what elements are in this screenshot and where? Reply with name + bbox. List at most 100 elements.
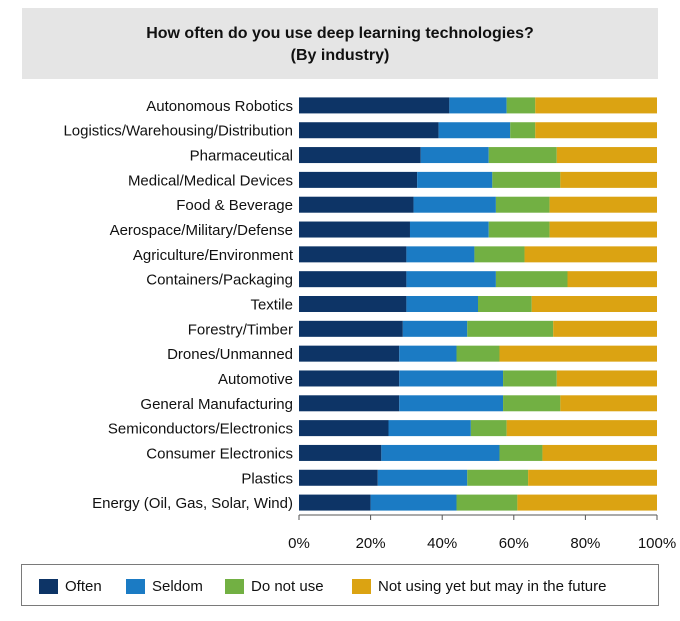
- x-tick-label: 40%: [427, 535, 457, 552]
- legend-swatch-seldom: [126, 578, 145, 594]
- bar-segment: [406, 246, 475, 263]
- bar-segment: [299, 221, 410, 238]
- legend-item-often: Often: [39, 577, 102, 595]
- bar-segment: [299, 494, 371, 511]
- bar-segment: [488, 221, 550, 238]
- bar-segment: [499, 345, 657, 362]
- bar-segment: [517, 494, 657, 511]
- legend-swatch-do-not-use: [225, 578, 244, 594]
- bar-segment: [438, 122, 511, 139]
- bar-segment: [478, 296, 532, 312]
- bar-segment: [467, 320, 554, 337]
- bar-segment: [474, 246, 525, 263]
- chart-title-box: How often do you use deep learning techn…: [22, 8, 658, 79]
- category-label: Textile: [250, 297, 293, 314]
- chart-subtitle: (By industry): [290, 47, 390, 64]
- bar-segment: [409, 221, 489, 238]
- legend-swatch-often: [39, 578, 58, 594]
- bar-segment: [299, 395, 400, 412]
- category-label: Medical/Medical Devices: [128, 172, 293, 189]
- bar-segment: [299, 196, 414, 213]
- bar-segment: [399, 345, 457, 362]
- bar-segment: [402, 320, 468, 337]
- bar-segment: [456, 345, 500, 362]
- category-label: Plastics: [241, 470, 293, 487]
- legend-label-future: Not using yet but may in the future: [378, 577, 607, 595]
- x-tick-label: 0%: [288, 535, 310, 552]
- bar-segment: [388, 420, 471, 437]
- legend-label-often: Often: [65, 577, 102, 595]
- bar-segment: [535, 122, 657, 139]
- category-label: Containers/Packaging: [146, 272, 293, 289]
- bar-segment: [299, 97, 450, 114]
- bar-segment: [417, 171, 493, 188]
- bar-segment: [495, 271, 568, 288]
- bar-segment: [503, 395, 561, 412]
- category-label: Drones/Unmanned: [167, 346, 293, 363]
- bar-segment: [399, 395, 504, 412]
- bar-segment: [535, 97, 657, 114]
- bar-segment: [370, 494, 457, 511]
- bar-segment: [510, 122, 536, 139]
- bar-segment: [413, 196, 496, 213]
- bar-segment: [299, 345, 400, 362]
- bar-segment: [503, 370, 557, 387]
- legend-swatch-future: [352, 578, 371, 594]
- bar-segment: [299, 122, 439, 139]
- bar-segment: [467, 469, 529, 486]
- bar-segment: [299, 271, 407, 288]
- category-label: Aerospace/Military/Defense: [110, 222, 293, 239]
- category-label: Autonomous Robotics: [146, 98, 293, 115]
- legend-item-seldom: Seldom: [126, 577, 203, 595]
- bar-segment: [488, 147, 557, 164]
- bar-segment: [567, 271, 657, 288]
- bar-segment: [506, 420, 657, 437]
- bar-segment: [506, 97, 536, 114]
- category-label: Energy (Oil, Gas, Solar, Wind): [92, 495, 293, 512]
- bar-segment: [531, 296, 657, 312]
- bar-segment: [377, 469, 468, 486]
- legend-label-do-not-use: Do not use: [251, 577, 324, 595]
- bar-segment: [299, 296, 407, 312]
- bar-segment: [449, 97, 507, 114]
- bar-segment: [299, 147, 421, 164]
- stacked-bar-chart: Autonomous Robotics Logistics/Warehousing…: [63, 97, 676, 552]
- category-label: General Manufacturing: [140, 396, 293, 413]
- legend-item-do-not-use: Do not use: [225, 577, 324, 595]
- bar-segment: [560, 171, 657, 188]
- bar-segment: [556, 370, 657, 387]
- bar-segment: [549, 221, 657, 238]
- bar-segment: [499, 444, 543, 461]
- bar-segment: [524, 246, 657, 263]
- bar-segment: [299, 469, 378, 486]
- bar-segment: [406, 271, 496, 288]
- category-label: Automotive: [218, 371, 293, 388]
- bar-segment: [299, 171, 418, 188]
- chart-title: How often do you use deep learning techn…: [146, 25, 534, 42]
- bar-segment: [299, 246, 407, 263]
- bar-segment: [560, 395, 657, 412]
- bar-segment: [492, 171, 561, 188]
- x-tick-label: 100%: [638, 535, 676, 552]
- bar-segment: [406, 296, 478, 312]
- bar-segment: [528, 469, 657, 486]
- chart-legend: Often Seldom Do not use Not using yet bu…: [21, 564, 659, 606]
- legend-item-future: Not using yet but may in the future: [352, 577, 606, 595]
- bar-segment: [420, 147, 489, 164]
- x-tick-label: 80%: [570, 535, 600, 552]
- bar-segment: [299, 370, 400, 387]
- bar-segment: [470, 420, 507, 437]
- bar-segment: [495, 196, 550, 213]
- legend-label-seldom: Seldom: [152, 577, 203, 595]
- bar-segment: [549, 196, 657, 213]
- x-tick-label: 20%: [356, 535, 386, 552]
- category-label: Agriculture/Environment: [133, 247, 294, 264]
- bar-segment: [299, 420, 389, 437]
- category-label: Forestry/Timber: [188, 321, 293, 338]
- bar-segment: [542, 444, 657, 461]
- bar-segment: [399, 370, 504, 387]
- bar-segment: [553, 320, 657, 337]
- bar-segment: [299, 444, 382, 461]
- category-label: Food & Beverage: [176, 197, 293, 214]
- x-tick-label: 60%: [499, 535, 529, 552]
